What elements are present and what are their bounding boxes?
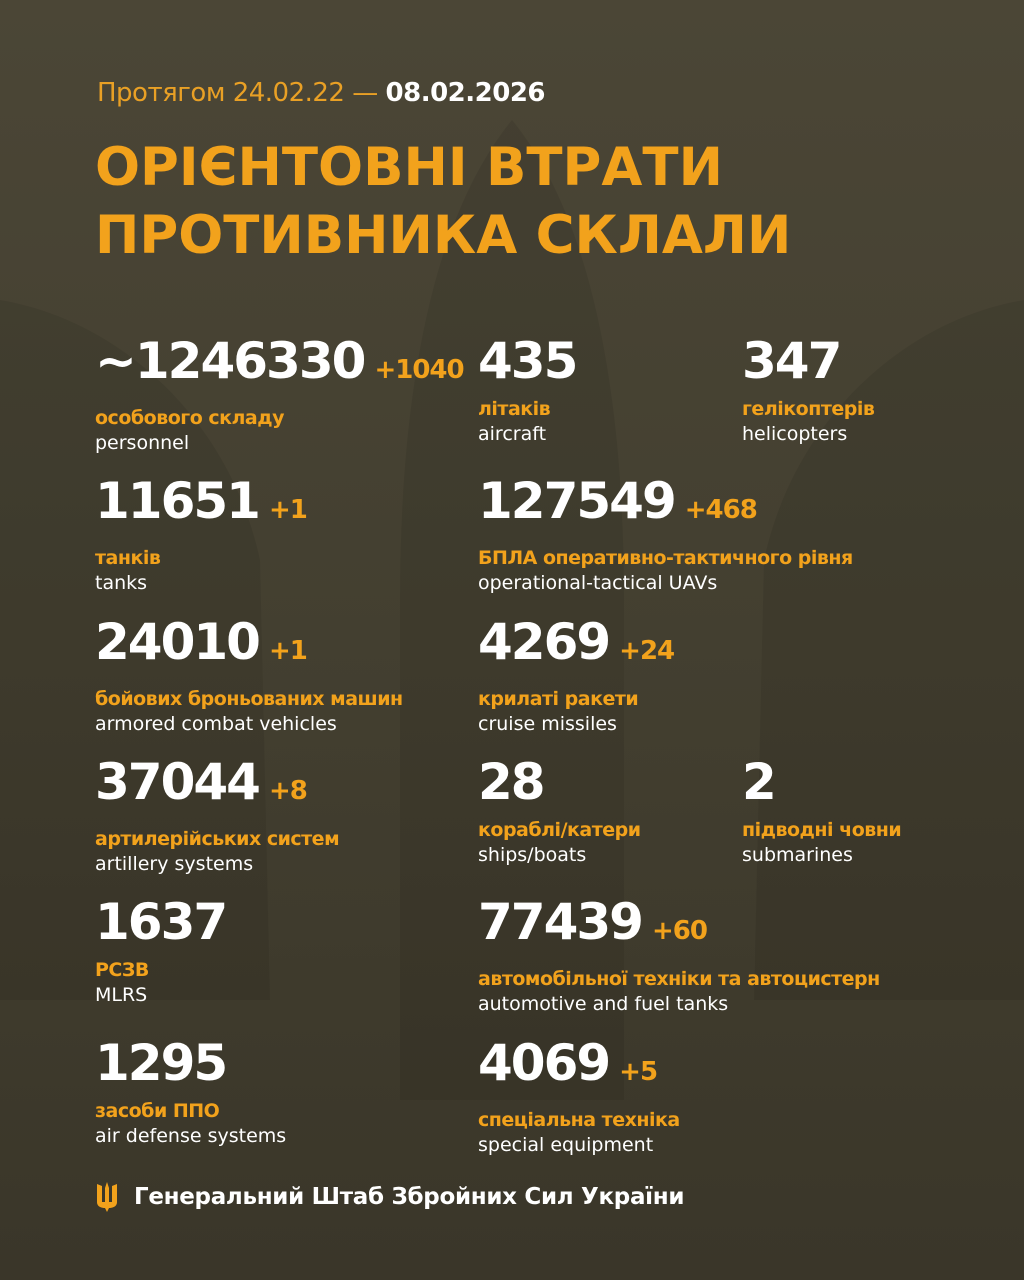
stat-aircraft: 435 літаків aircraft — [478, 332, 578, 445]
page-title: ОРІЄНТОВНІ ВТРАТИ ПРОТИВНИКА СКЛАЛИ — [95, 137, 792, 266]
stat-value: 4069 +5 — [478, 1034, 658, 1092]
stat-delta: +24 — [619, 636, 675, 666]
stat-value: 347 — [742, 332, 842, 390]
stat-delta: +468 — [684, 495, 758, 525]
stat-label-en: special equipment — [478, 1134, 654, 1156]
stat-label-ua: артилерійських систем — [95, 828, 340, 850]
stat-value: 28 — [478, 753, 546, 811]
stat-operational-tactical-uavs: 127549 +468 БПЛА оперативно-тактичного рів… — [478, 476, 853, 594]
trident-icon — [97, 1182, 117, 1212]
stat-label-en: armored combat vehicles — [95, 713, 337, 735]
stat-value: 435 — [478, 332, 578, 390]
period-range: Протягом 24.02.22 — 08.02.2026 — [97, 78, 546, 108]
stat-label-en: personnel — [95, 432, 190, 454]
stat-label-ua: засоби ППО — [95, 1100, 220, 1122]
footer: Генеральний Штаб Збройних Сил України — [96, 1182, 684, 1212]
stat-label-ua: спеціальна техніка — [478, 1109, 680, 1131]
stat-value: 1637 — [95, 893, 228, 951]
stat-label-ua: танків — [95, 547, 161, 569]
stat-delta: +5 — [619, 1057, 658, 1087]
stat-artillery-systems: 37044 +8 артилерійських систем artillery sy… — [95, 753, 340, 875]
stat-label-ua: бойових броньованих машин — [95, 688, 403, 710]
stat-label-ua: підводні човни — [742, 819, 902, 841]
stat-delta: +8 — [268, 776, 308, 806]
footer-text: Генеральний Штаб Збройних Сил України — [134, 1184, 685, 1210]
stat-helicopters: 347 гелікоптерів helicopters — [742, 332, 875, 445]
stat-delta: +1 — [268, 495, 308, 525]
stat-label-en: MLRS — [95, 984, 148, 1006]
stat-special-equipment: 4069 +5 спеціальна техніка special equipmen… — [478, 1038, 680, 1156]
stat-value: 11651 +1 — [95, 472, 308, 530]
stat-label-en: helicopters — [742, 423, 848, 445]
stat-label-ua: кораблі/катери — [478, 819, 641, 841]
stat-label-en: aircraft — [478, 423, 547, 445]
stat-delta: +60 — [651, 916, 708, 946]
stat-delta: +1040 — [374, 355, 464, 385]
stat-automotive-and-fuel-tanks: 77439 +60 автомобільної техніки та автоцис… — [478, 897, 880, 1015]
stat-label-ua: літаків — [478, 398, 551, 420]
stat-label-en: submarines — [742, 844, 853, 866]
stat-value: 37044 +8 — [95, 753, 308, 811]
stat-value: 127549 +468 — [478, 472, 758, 530]
stat-label-ua: БПЛА оперативно-тактичного рівня — [478, 547, 853, 569]
stat-value: 24010 +1 — [95, 613, 308, 671]
stat-label-en: cruise missiles — [478, 713, 617, 735]
stat-label-en: ships/boats — [478, 844, 587, 866]
stat-label-en: automotive and fuel tanks — [478, 993, 729, 1015]
stat-tanks: 11651 +1 танків tanks — [95, 472, 308, 594]
stat-label-en: artillery systems — [95, 853, 254, 875]
stat-submarines: 2 підводні човни submarines — [742, 753, 902, 866]
stat-label-ua: гелікоптерів — [742, 398, 875, 420]
stat-value: 4269 +24 — [478, 613, 675, 671]
stat-mlrs: 1637 РСЗВ MLRS — [95, 893, 228, 1006]
stat-ships-boats: 28 кораблі/катери ships/boats — [478, 757, 641, 866]
stat-label-ua: крилаті ракети — [478, 688, 639, 710]
stat-label-en: operational-tactical UAVs — [478, 572, 718, 594]
stat-delta: +1 — [268, 636, 308, 666]
stat-value: ~1246330 +1040 — [95, 332, 465, 390]
stat-armored-combat-vehicles: 24010 +1 бойових броньованих машин armored … — [95, 617, 403, 735]
stat-cruise-missiles: 4269 +24 крилаті ракети cruise missiles — [478, 613, 675, 735]
stat-value: 77439 +60 — [478, 893, 708, 951]
stat-label-en: air defense systems — [95, 1125, 287, 1147]
stat-label-ua: РСЗВ — [95, 959, 149, 981]
stat-value: 2 — [742, 753, 777, 811]
stat-label-en: tanks — [95, 572, 148, 594]
stat-air-defense-systems: 1295 засоби ППО air defense systems — [95, 1038, 286, 1147]
stat-personnel: ~1246330 +1040 особового складу personnel — [95, 332, 465, 454]
stat-value: 1295 — [95, 1034, 228, 1092]
stat-label-ua: автомобільної техніки та автоцистерн — [478, 968, 880, 990]
stat-label-ua: особового складу — [95, 407, 284, 429]
